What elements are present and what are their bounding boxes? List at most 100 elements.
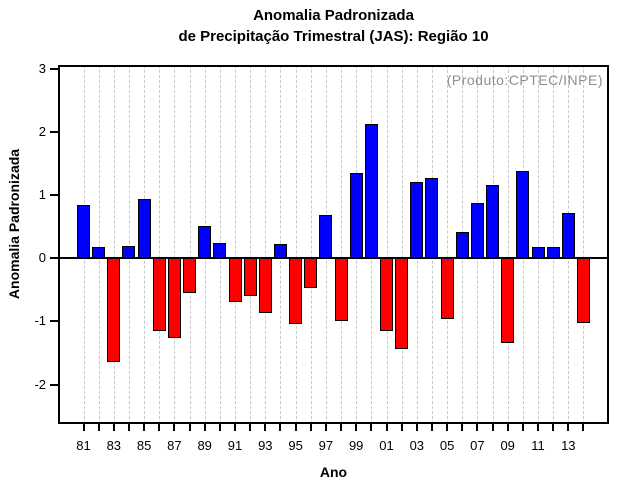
- x-tick-label-05: 05: [439, 438, 455, 453]
- bar-08: [486, 185, 500, 259]
- y-axis-label: Anomalia Padronizada: [6, 148, 22, 300]
- x-tick-label-03: 03: [409, 438, 425, 453]
- x-axis-tick-14: [582, 424, 585, 431]
- bar-89: [198, 226, 212, 259]
- gridline-11: [538, 65, 539, 424]
- x-tick-label-95: 95: [288, 438, 303, 453]
- x-axis-tick-05: [446, 424, 449, 431]
- x-tick-label-13: 13: [561, 438, 576, 453]
- y-tick-label-2: 2: [38, 124, 46, 140]
- gridline-96: [310, 65, 312, 424]
- bar-93: [258, 258, 272, 313]
- gridline-12: [553, 65, 555, 424]
- bar-04: [425, 178, 439, 259]
- gridline-86: [159, 65, 161, 424]
- gridline-93: [265, 65, 267, 424]
- x-axis-tick-96: [309, 424, 312, 431]
- x-tick-label-11: 11: [531, 438, 545, 453]
- bar-91: [228, 258, 242, 303]
- bar-03: [410, 181, 424, 259]
- gridline-91: [235, 65, 236, 424]
- gridline-98: [341, 65, 343, 424]
- chart-title: Anomalia Padronizada de Precipitação Tri…: [58, 5, 609, 47]
- x-axis-tick-90: [218, 424, 221, 431]
- chart-title-line-1: Anomalia Padronizada: [253, 7, 414, 24]
- bar-10: [516, 170, 530, 259]
- bar-92: [243, 258, 257, 297]
- bar-09: [501, 258, 515, 343]
- x-axis-tick-10: [521, 424, 524, 431]
- bar-81: [77, 204, 90, 259]
- bar-05: [440, 258, 454, 319]
- x-axis-tick-98: [340, 424, 343, 431]
- bar-14: [576, 258, 590, 324]
- gridline-95: [295, 65, 297, 424]
- x-axis-tick-12: [552, 424, 555, 431]
- x-axis-tick-01: [385, 424, 388, 431]
- x-axis-tick-99: [355, 424, 358, 431]
- gridline-05: [447, 65, 449, 424]
- x-axis-tick-86: [158, 424, 161, 431]
- bar-96: [304, 258, 318, 288]
- y-axis-tick-1: [50, 194, 58, 197]
- zero-baseline: [58, 257, 609, 260]
- gridline-82: [98, 65, 100, 424]
- bar-95: [289, 258, 303, 324]
- bar-06: [455, 232, 469, 259]
- x-axis-tick-95: [294, 424, 297, 431]
- x-tick-label-81: 81: [76, 438, 91, 453]
- x-axis-tick-84: [127, 424, 130, 431]
- y-tick-label--1: -1: [34, 313, 46, 329]
- y-axis-tick-2: [50, 131, 58, 134]
- x-axis-tick-89: [203, 424, 206, 431]
- plot-area: (Produto:CPTEC/INPE): [58, 65, 609, 424]
- x-axis-tick-93: [264, 424, 267, 431]
- y-axis-tick--1: [50, 320, 58, 323]
- x-axis-tick-83: [112, 424, 115, 431]
- bar-99: [349, 173, 363, 259]
- gridline-92: [250, 65, 252, 424]
- x-tick-label-85: 85: [136, 438, 152, 453]
- bar-85: [137, 198, 151, 259]
- x-axis-tick-94: [279, 424, 282, 431]
- y-tick-label--2: -2: [34, 376, 46, 392]
- y-axis-tick-3: [50, 68, 58, 70]
- chart-title-line-2: de Precipitação Trimestral (JAS): Região…: [178, 28, 489, 45]
- gridline-83: [113, 65, 115, 424]
- y-axis-tick-0: [50, 257, 58, 260]
- bar-97: [319, 214, 333, 259]
- gridline-88: [189, 65, 191, 424]
- gridline-02: [401, 65, 403, 424]
- x-axis-tick-02: [400, 424, 403, 431]
- x-axis-tick-88: [188, 424, 191, 431]
- x-axis-tick-85: [143, 424, 146, 431]
- x-axis-label: Ano: [319, 464, 348, 480]
- x-axis-tick-00: [370, 424, 373, 431]
- gridline-09: [507, 65, 509, 424]
- bar-94: [273, 244, 287, 259]
- x-axis-tick-11: [537, 424, 539, 431]
- x-axis-tick-82: [97, 424, 100, 431]
- bar-98: [334, 258, 348, 321]
- bar-86: [152, 258, 166, 331]
- gridline-84: [128, 65, 130, 424]
- gridline-01: [386, 65, 388, 424]
- x-axis-tick-08: [491, 424, 494, 431]
- bar-00: [364, 123, 378, 259]
- x-tick-label-99: 99: [348, 438, 364, 453]
- gridline-87: [174, 65, 176, 424]
- x-tick-label-07: 07: [470, 438, 485, 453]
- x-axis-tick-97: [324, 424, 327, 431]
- bar-87: [167, 258, 181, 339]
- x-axis-tick-81: [82, 424, 85, 431]
- x-axis-tick-06: [461, 424, 464, 431]
- x-axis-tick-04: [430, 424, 433, 431]
- x-tick-label-09: 09: [500, 438, 515, 453]
- x-tick-label-89: 89: [197, 438, 212, 453]
- x-axis-tick-07: [476, 424, 479, 431]
- y-axis-tick--2: [50, 383, 58, 386]
- x-axis-tick-92: [249, 424, 252, 431]
- bar-07: [470, 203, 484, 259]
- x-tick-label-97: 97: [318, 438, 334, 453]
